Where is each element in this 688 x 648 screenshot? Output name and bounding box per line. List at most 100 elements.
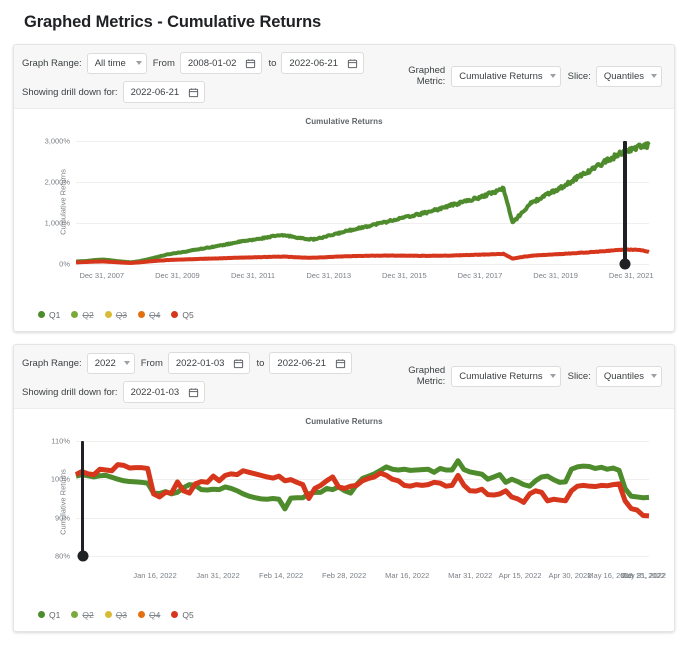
series-line-q5 (76, 249, 649, 263)
graphed-metric-select[interactable]: Cumulative Returns (451, 65, 561, 87)
legend-item-label: Q1 (49, 309, 61, 320)
to-date-input[interactable]: 2022-06-21 (269, 352, 353, 374)
legend-item-q2[interactable]: Q2 (71, 309, 94, 320)
graph-range-select[interactable]: 2022 (86, 352, 135, 374)
y-axis-tick-label: 3,000% (44, 136, 70, 146)
calendar-icon[interactable] (188, 87, 199, 98)
gridline: 80% (55, 552, 649, 561)
chart-2-legend[interactable]: Q1 Q2 Q3 Q4 Q5 (14, 594, 674, 628)
slice-label: Slice: (567, 70, 591, 82)
legend-item-label: Q2 (82, 309, 94, 320)
panel-1-metric-group: Graphed Metric: Cumulative Returns Slice… (408, 65, 662, 87)
to-date-value: 2022-06-21 (277, 357, 327, 369)
chevron-down-icon (651, 374, 657, 378)
gridline: 0% (59, 260, 649, 269)
x-axis-tick-label: Dec 31, 2009 (155, 271, 200, 280)
legend-item-label: Q1 (49, 609, 61, 620)
from-date-input[interactable]: 2008-01-02 (179, 52, 263, 74)
from-date-input[interactable]: 2022-01-03 (167, 352, 251, 374)
x-axis-tick-label: May 31, 2022 (620, 571, 666, 580)
chart-1-legend[interactable]: Q1 Q2 Q3 Q4 Q5 (14, 294, 674, 328)
legend-item-q3[interactable]: Q3 (104, 609, 128, 620)
slice-select[interactable]: Quantiles (595, 65, 662, 87)
chart-2[interactable]: Cumulative Returns Cumulative Returns 80… (14, 409, 674, 594)
slice-select[interactable]: Quantiles (595, 365, 662, 387)
chart-2-plot-area[interactable]: 80% 90% 100% 110% Jan 16, 2022 Jan 31, 2022 Fe… (51, 433, 666, 580)
legend-color-swatch-icon (171, 311, 179, 318)
gridline: 2,000% (45, 178, 649, 187)
legend-item-q5[interactable]: Q5 (171, 610, 194, 620)
legend-item-q3[interactable]: Q3 (104, 309, 128, 320)
chevron-down-icon (549, 74, 556, 78)
gridline: 90% (55, 513, 649, 522)
legend-color-swatch-icon (138, 611, 146, 618)
calendar-icon[interactable] (335, 358, 346, 369)
legend-item-q2[interactable]: Q2 (71, 610, 94, 620)
panel-2-metric-group: Graphed Metric: Cumulative Returns Slice… (408, 365, 662, 387)
y-axis-tick-label: 110% (51, 436, 70, 446)
panel-2-range-row: Graph Range: 2022 From 2022-01-03 to (22, 350, 666, 376)
y-axis-tick-label: 80% (54, 551, 70, 561)
panel-1-toolbar: Graph Range: All time From 2008-01-02 t (14, 45, 674, 109)
legend-item-q4[interactable]: Q4 (138, 610, 160, 620)
legend-item-label: Q4 (149, 609, 161, 620)
graphed-metric-select[interactable]: Cumulative Returns (451, 365, 561, 387)
graphed-metric-label-line2: Metric: (416, 376, 446, 387)
x-axis-tick-label: Jan 16, 2022 (133, 571, 177, 580)
calendar-icon[interactable] (233, 358, 244, 369)
x-axis-tick-label: Feb 14, 2022 (259, 571, 304, 580)
legend-item-q4[interactable]: Q4 (138, 310, 160, 320)
graphed-metric-label-line1: Graphed (408, 365, 446, 376)
x-axis-tick-label: Dec 31, 2013 (306, 271, 351, 280)
legend-item-label: Q3 (115, 309, 128, 320)
slice-value: Quantiles (603, 70, 644, 82)
drilldown-date-input[interactable]: 2022-01-03 (122, 381, 206, 403)
graphed-metric-label-line2: Metric: (416, 76, 446, 87)
to-date-input[interactable]: 2022-06-21 (281, 52, 365, 74)
calendar-icon[interactable] (188, 387, 199, 398)
drilldown-date-input[interactable]: 2022-06-21 (122, 81, 206, 103)
legend-item-label: Q3 (115, 609, 128, 620)
graph-panel-all-time: Graph Range: All time From 2008-01-02 t (13, 44, 675, 332)
legend-item-q1[interactable]: Q1 (38, 310, 60, 320)
to-label: to (256, 357, 265, 369)
gridline: 110% (51, 436, 649, 445)
from-label: From (152, 57, 175, 69)
x-axis-tick-label: Jun 15, 2022 (621, 571, 665, 580)
chart-1-plot-area[interactable]: 0% 1,000% 2,000% 3,000% Dec 31, 2007 Dec 31, … (45, 133, 654, 280)
y-axis-tick-label: 2,000% (44, 177, 70, 187)
drilldown-date-value: 2022-01-03 (130, 386, 180, 398)
series-line-q1 (76, 143, 649, 262)
drilldown-marker-dot[interactable] (619, 258, 631, 270)
legend-color-swatch-icon (71, 311, 79, 318)
series-layer (76, 133, 649, 264)
to-date-value: 2022-06-21 (289, 57, 339, 69)
x-axis-tick-label: Dec 31, 2017 (457, 271, 503, 280)
chart-1[interactable]: Cumulative Returns Cumulative Returns 0%… (14, 109, 674, 294)
graph-range-label: Graph Range: (22, 357, 82, 369)
legend-item-label: Q4 (149, 309, 161, 320)
slice-value: Quantiles (603, 370, 644, 382)
gridline: 1,000% (45, 219, 649, 228)
x-axis-tick-label: Apr 30, 2022 (548, 571, 592, 580)
drilldown-label: Showing drill down for: (22, 386, 118, 398)
chevron-down-icon (123, 361, 130, 365)
panel-2-toolbar: Graph Range: 2022 From 2022-01-03 to (14, 345, 674, 409)
graph-range-select[interactable]: All time (86, 52, 147, 74)
panel-2-drilldown-row: Showing drill down for: 2022-01-03 Graph… (22, 365, 666, 405)
calendar-icon[interactable] (245, 58, 256, 69)
x-axis-tick-label: Mar 31, 2022 (448, 571, 493, 580)
from-date-value: 2022-01-03 (175, 357, 225, 369)
legend-item-q5[interactable]: Q5 (171, 310, 194, 320)
legend-color-swatch-icon (171, 611, 179, 618)
x-axis-tick-label: May 16, 2022 (587, 571, 633, 580)
legend-color-swatch-icon (38, 611, 45, 618)
drilldown-marker-line[interactable] (81, 440, 85, 557)
calendar-icon[interactable] (347, 58, 358, 69)
legend-color-swatch-icon (71, 611, 79, 618)
legend-item-q1[interactable]: Q1 (38, 610, 60, 620)
drilldown-marker-line[interactable] (623, 141, 627, 264)
drilldown-marker-dot[interactable] (77, 550, 89, 562)
y-axis-tick-label: 100% (50, 474, 70, 484)
